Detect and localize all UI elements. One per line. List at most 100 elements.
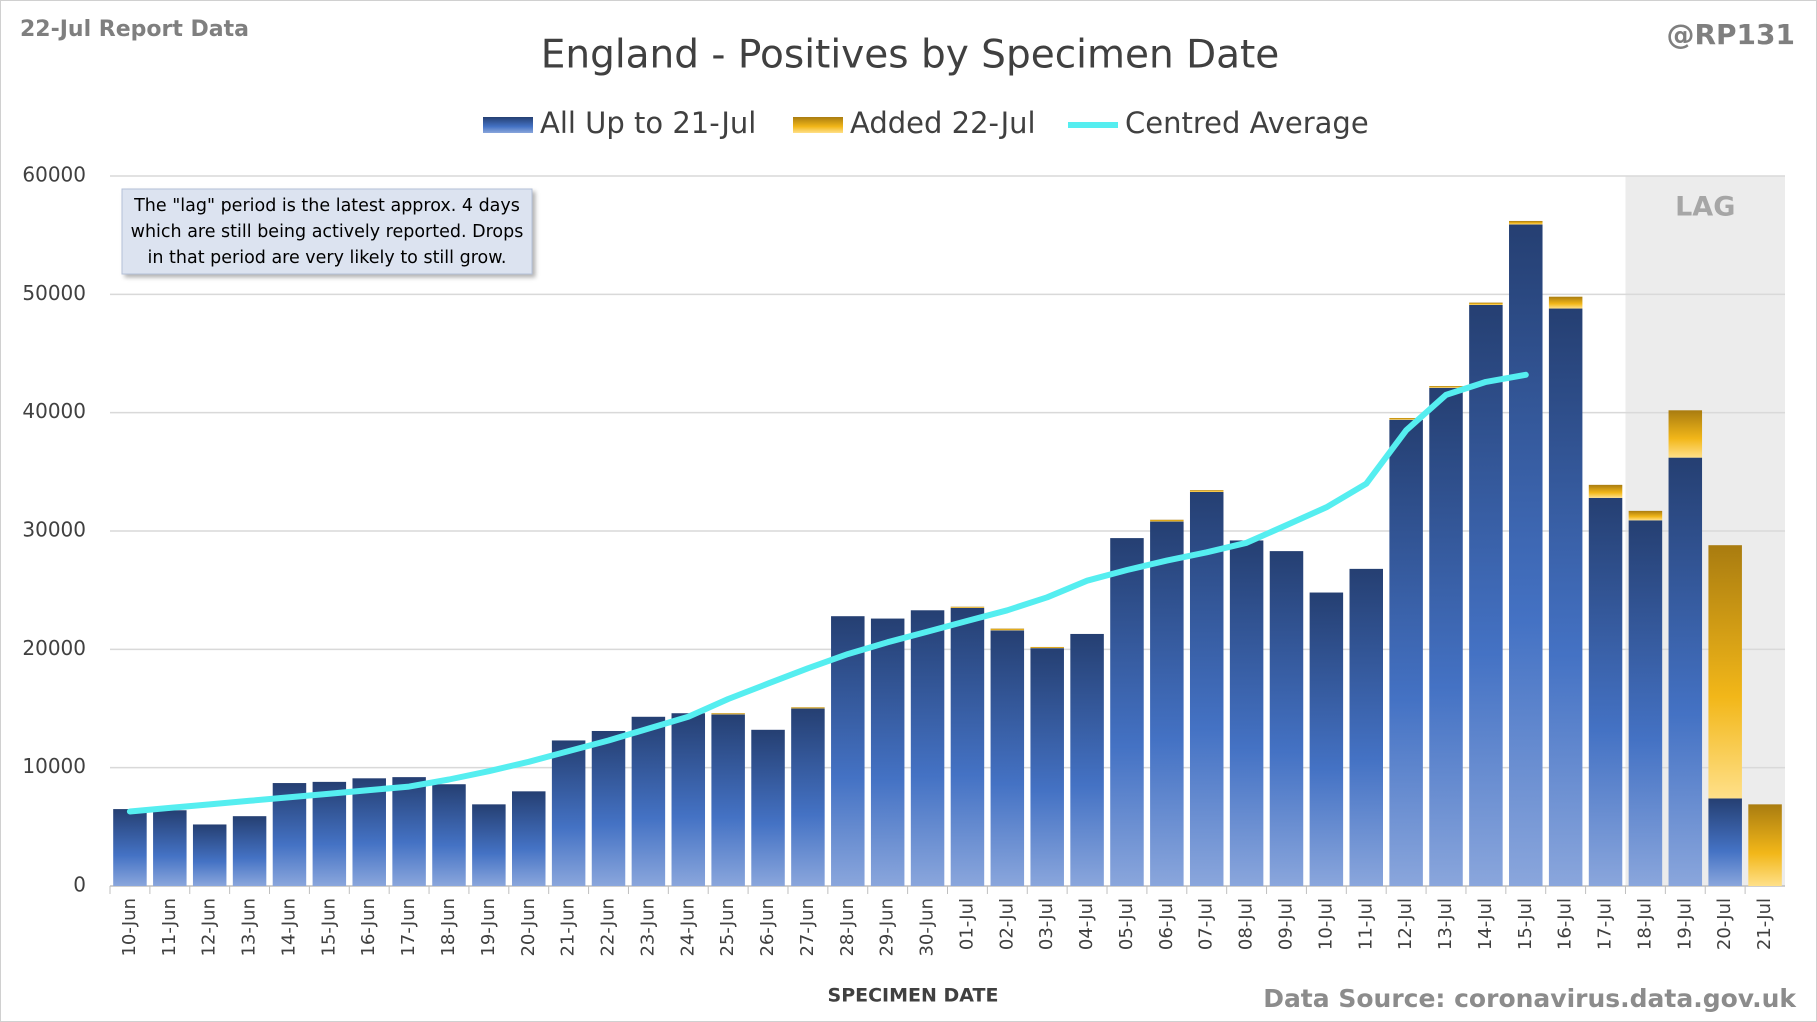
bar	[432, 784, 466, 886]
bar	[352, 778, 386, 886]
bar	[591, 730, 626, 886]
bar	[910, 610, 945, 886]
x-tick-label: 17-Jun	[398, 898, 419, 957]
bar	[1469, 302, 1503, 305]
legend-swatch	[483, 117, 533, 133]
x-tick-label: 16-Jul	[1555, 898, 1576, 950]
bar	[1229, 540, 1264, 886]
legend-label: Added 22-Jul	[850, 106, 1036, 140]
x-tick-label: 13-Jun	[239, 898, 260, 957]
bar	[791, 708, 825, 886]
lag-label: LAG	[1675, 192, 1735, 223]
bar	[1628, 520, 1663, 886]
bar	[1070, 633, 1104, 886]
bar	[1708, 798, 1742, 886]
legend-label: Centred Average	[1125, 106, 1369, 140]
bar	[791, 707, 825, 709]
bar	[671, 713, 706, 886]
source: Data Source: coronavirus.data.gov.uk	[1263, 984, 1797, 1013]
x-tick-label: 30-Jun	[917, 898, 938, 957]
bar	[113, 809, 147, 886]
bar	[711, 714, 745, 886]
bar	[950, 606, 985, 608]
legend-label: All Up to 21-Jul	[540, 106, 756, 140]
author: @RP131	[1666, 18, 1795, 51]
bar	[1668, 410, 1703, 458]
x-tick-label: 21-Jun	[558, 898, 579, 957]
x-tick-label: 09-Jul	[1275, 898, 1296, 950]
bar	[1389, 419, 1423, 886]
bar	[1030, 646, 1064, 649]
bar	[1150, 519, 1184, 522]
x-tick-label: 13-Jul	[1435, 898, 1456, 950]
x-tick-label: 27-Jun	[797, 898, 818, 957]
y-tick-label: 40000	[22, 399, 86, 423]
x-tick-label: 16-Jun	[358, 898, 379, 957]
x-tick-label: 23-Jun	[637, 898, 658, 957]
x-tick-label: 10-Jul	[1315, 898, 1336, 950]
y-tick-label: 0	[73, 873, 86, 897]
annotation-text: which are still being actively reported.…	[131, 222, 524, 242]
bar	[1389, 417, 1423, 420]
x-tick-label: 04-Jul	[1076, 898, 1097, 950]
legend: All Up to 21-Jul Added 22-Jul Centred Aver…	[483, 106, 1369, 140]
x-tick-label: 11-Jun	[159, 898, 180, 957]
x-tick-label: 24-Jun	[677, 898, 698, 957]
bar	[472, 804, 506, 886]
bar	[1548, 308, 1583, 886]
x-tick-label: 20-Jun	[518, 898, 539, 957]
y-tick-label: 60000	[22, 163, 86, 187]
bar	[1628, 510, 1663, 521]
bar	[1509, 220, 1543, 225]
bar	[711, 713, 745, 715]
x-tick-label: 14-Jun	[278, 898, 299, 957]
x-axis-title: SPECIMEN DATE	[828, 985, 999, 1007]
x-tick-label: 12-Jul	[1395, 898, 1416, 950]
bar	[192, 824, 227, 886]
bar	[990, 628, 1025, 631]
annotation-text: in that period are very likely to still …	[148, 248, 507, 268]
bar	[1588, 484, 1623, 498]
average-line	[126, 371, 1529, 815]
bar	[990, 630, 1025, 886]
x-tick-label: 03-Jul	[1036, 898, 1057, 950]
x-tick-label: 19-Jul	[1674, 898, 1695, 950]
y-tick-label: 50000	[22, 281, 86, 305]
y-tick-label: 10000	[22, 754, 86, 778]
x-tick-label: 22-Jun	[598, 898, 619, 957]
x-tick-label: 26-Jun	[757, 898, 778, 957]
bar	[1349, 568, 1383, 886]
bar	[1588, 497, 1623, 886]
annotation-text: The "lag" period is the latest approx. 4…	[133, 196, 520, 216]
bar	[950, 607, 985, 886]
x-tick-label: 25-Jun	[717, 898, 738, 957]
x-tick-label: 28-Jun	[837, 898, 858, 957]
x-tick-label: 15-Jul	[1515, 898, 1536, 950]
bar	[870, 618, 905, 886]
bar	[512, 791, 546, 886]
bar	[153, 810, 187, 886]
bar	[551, 740, 586, 886]
bar	[631, 716, 666, 886]
annotation-box	[121, 188, 533, 275]
bar	[1429, 386, 1463, 388]
x-tick-label: 18-Jun	[438, 898, 459, 957]
y-tick-label: 30000	[22, 518, 86, 542]
x-tick-label: 14-Jul	[1475, 898, 1496, 950]
y-tick-label: 20000	[22, 636, 86, 660]
x-tick-label: 18-Jul	[1634, 898, 1655, 950]
bar	[1269, 551, 1304, 886]
x-tick-label: 08-Jul	[1236, 898, 1257, 950]
x-tick-label: 06-Jul	[1156, 898, 1177, 950]
x-tick-label: 11-Jul	[1355, 898, 1376, 950]
x-tick-label: 12-Jun	[199, 898, 220, 957]
x-tick-label: 01-Jul	[956, 898, 977, 950]
bar	[1110, 538, 1144, 886]
bar	[1150, 521, 1184, 886]
bar	[1548, 296, 1583, 309]
bar	[1189, 490, 1224, 492]
bar	[1509, 224, 1543, 886]
bar	[1030, 648, 1064, 886]
x-tick-label: 17-Jul	[1595, 898, 1616, 950]
